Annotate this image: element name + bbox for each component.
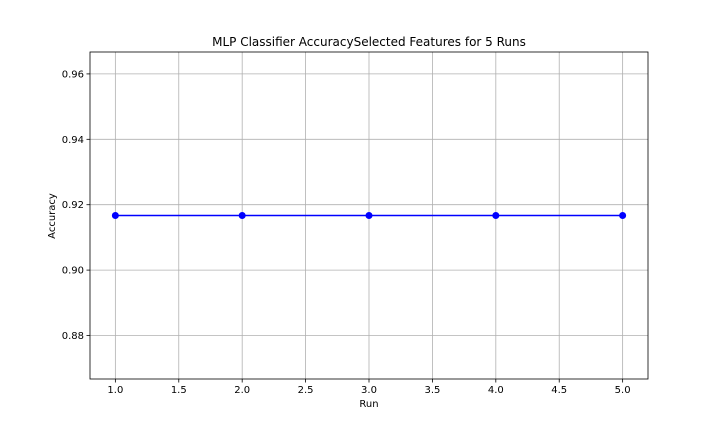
x-tick-label: 1.0 xyxy=(107,385,123,396)
data-point xyxy=(238,212,246,219)
data-point xyxy=(619,212,627,219)
x-axis-label: Run xyxy=(359,399,378,410)
y-tick-label: 0.96 xyxy=(62,69,84,80)
ticks: 1.0 1.5 2.0 2.5 3.0 3.5 4.0 4.5 5.0 0.88 0.90 0.92 0… xyxy=(62,69,631,396)
x-tick-label: 4.5 xyxy=(551,385,567,396)
x-tick-label: 3.5 xyxy=(424,385,440,396)
y-tick-label: 0.88 xyxy=(62,331,84,342)
x-tick-label: 3.0 xyxy=(361,385,377,396)
y-tick-label: 0.92 xyxy=(62,200,84,211)
data-point xyxy=(492,212,500,219)
chart-title: MLP Classifier AccuracySelected Features… xyxy=(212,35,526,49)
x-tick-label: 1.5 xyxy=(171,385,187,396)
y-tick-label: 0.90 xyxy=(62,266,84,277)
data-point xyxy=(111,212,119,219)
data-point xyxy=(365,212,373,219)
series-layer xyxy=(111,212,627,219)
y-tick-label: 0.94 xyxy=(62,135,84,146)
x-tick-label: 4.0 xyxy=(488,385,504,396)
y-axis-label: Accuracy xyxy=(47,193,58,239)
x-tick-label: 2.5 xyxy=(298,385,314,396)
x-tick-label: 5.0 xyxy=(615,385,631,396)
x-tick-label: 2.0 xyxy=(234,385,250,396)
